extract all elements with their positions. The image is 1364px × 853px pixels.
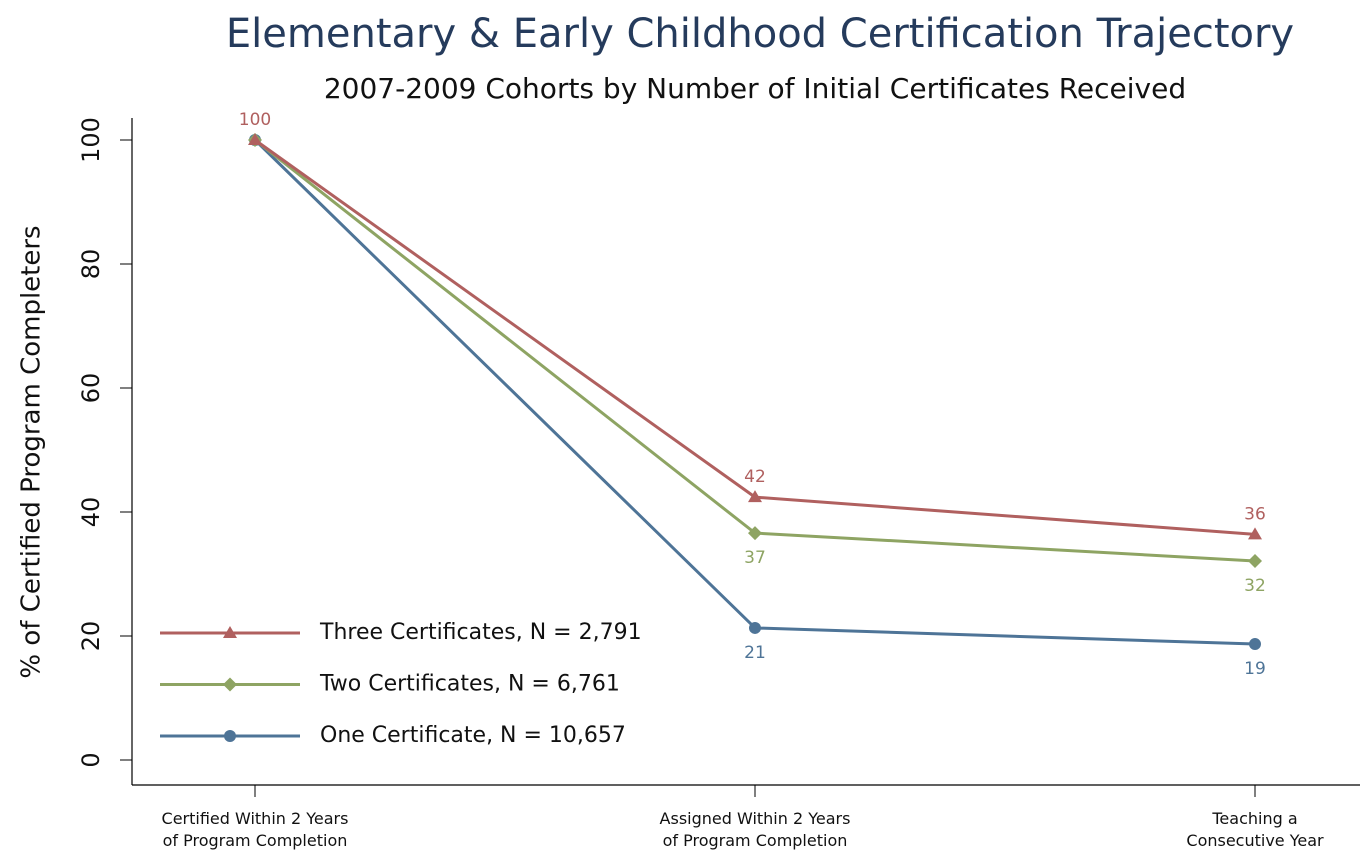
y-tick-label: 40 <box>77 497 105 528</box>
x-tick-label: Teaching a Consecutive Year <box>1186 809 1324 850</box>
chart-title: Elementary & Early Childhood Certificati… <box>226 11 1294 57</box>
chart-subtitle: 2007-2009 Cohorts by Number of Initial C… <box>324 72 1186 105</box>
y-axis-label: % of Certified Program Completers <box>17 225 47 678</box>
legend-marker <box>224 730 236 742</box>
data-point <box>748 490 762 503</box>
data-point <box>1249 638 1261 651</box>
series-line <box>253 138 1256 646</box>
data-label: 42 <box>744 467 766 487</box>
legend-marker <box>223 677 237 692</box>
y-tick-label: 20 <box>77 621 105 652</box>
data-point <box>248 133 262 145</box>
data-point <box>1248 527 1262 540</box>
x-tick-label: Certified Within 2 Years of Program Comp… <box>161 809 349 850</box>
legend-label: Two Certificates, N = 6,761 <box>319 672 620 697</box>
legend-label: Three Certificates, N = 2,791 <box>319 620 642 645</box>
data-label: 100 <box>239 110 271 130</box>
data-label: 37 <box>744 548 766 568</box>
data-point <box>748 526 762 541</box>
data-label: 36 <box>1244 504 1266 524</box>
data-label: 19 <box>1244 659 1266 679</box>
legend-marker <box>223 626 237 638</box>
data-label: 21 <box>744 643 766 663</box>
legend-label: One Certificate, N = 10,657 <box>320 723 626 748</box>
y-tick-label: 0 <box>77 752 105 767</box>
data-label: 32 <box>1244 576 1266 596</box>
x-tick-label: Assigned Within 2 Years of Program Compl… <box>659 809 851 850</box>
data-point <box>749 621 761 634</box>
data-point <box>1248 553 1262 568</box>
y-tick-label: 60 <box>77 373 105 404</box>
y-tick-label: 80 <box>77 249 105 280</box>
y-tick-label: 100 <box>77 117 105 163</box>
